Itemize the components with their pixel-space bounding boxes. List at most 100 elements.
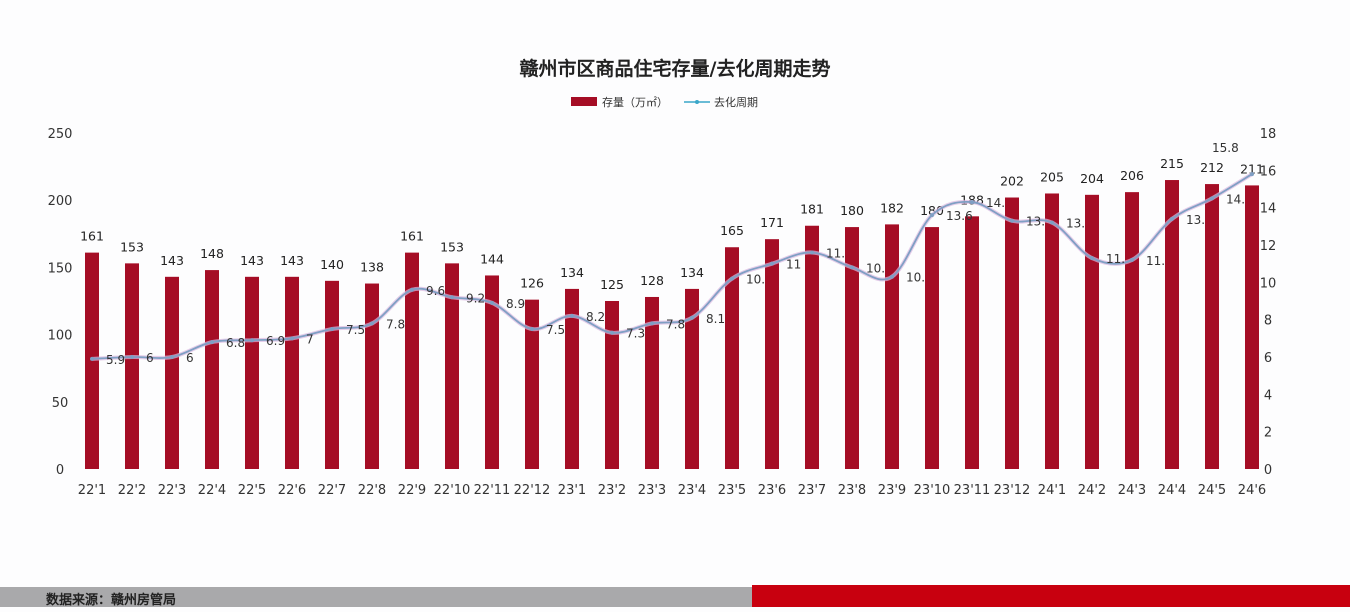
bar [525,299,539,469]
line-point [810,250,814,255]
x-axis-tick: 24'4 [1158,483,1186,498]
line-data-label: 9.6 [426,284,445,298]
bar [725,247,739,469]
bar-data-label: 128 [640,273,664,288]
legend-line-label: 去化周期 [714,95,758,109]
bar [405,252,419,469]
bar [1205,184,1219,469]
line-point [410,287,414,292]
x-axis-tick: 23'5 [718,483,746,498]
bar-data-label: 148 [200,246,224,261]
line-point [530,327,534,331]
bar-data-label: 182 [880,200,904,215]
x-axis-tick: 23'6 [758,483,786,498]
x-axis-tick: 23'8 [838,483,866,498]
left-axis-tick: 100 [48,329,73,344]
line-point [570,313,574,318]
bar [1125,192,1139,470]
x-axis-tick: 23'10 [914,483,951,498]
bar-data-label: 205 [1040,169,1064,184]
line-point [770,261,774,266]
line-point [730,276,734,281]
line-point [130,355,134,359]
x-axis-tick: 23'7 [798,483,826,498]
x-axis-tick: 23'12 [994,483,1031,498]
right-axis-tick: 4 [1264,388,1272,403]
bar-data-label: 161 [400,229,424,244]
line-data-label: 7.5 [546,323,565,337]
x-axis-tick: 22'11 [474,483,511,498]
bar [205,270,219,469]
x-axis-tick: 23'9 [878,483,906,498]
line-point [290,336,294,341]
right-axis-tick: 8 [1264,314,1272,329]
bar [925,227,939,469]
left-axis-tick: 0 [56,463,64,478]
bar [965,216,979,469]
right-axis-tick: 14 [1260,202,1277,217]
line-data-label: 14. [986,196,1005,210]
line-data-label: 8.2 [586,310,605,324]
x-axis-tick: 22'7 [318,483,346,498]
line-point [1010,218,1014,223]
bar-data-label: 134 [680,265,704,280]
line-data-label: 10. [746,273,765,287]
line-point [490,300,494,305]
bar-data-label: 134 [560,265,584,280]
x-axis-tick: 24'3 [1118,483,1146,498]
bar [605,301,619,469]
x-axis-tick: 23'4 [678,483,706,498]
bar [645,296,659,469]
bar-data-label: 125 [600,277,624,292]
line-point [850,265,854,270]
x-axis-tick: 22'8 [358,483,386,498]
bar [1005,197,1019,469]
bar-data-label: 212 [1200,160,1224,175]
line-point [1090,256,1094,261]
x-axis-tick: 22'9 [398,483,426,498]
line-data-label: 7 [306,332,314,346]
line-point [210,340,214,345]
line-data-label: 13. [1066,217,1085,231]
line-data-label: 9.2 [466,291,485,305]
bar [325,280,339,469]
line-data-label: 13.6 [946,209,973,223]
bar [165,276,179,469]
x-axis-tick: 22'1 [78,483,106,498]
bar [1045,193,1059,470]
x-axis-tick: 23'1 [558,483,586,498]
bar-data-label: 204 [1080,171,1104,186]
bar-data-label: 161 [80,229,104,244]
data-source: 数据来源：赣州房管局 [46,593,177,608]
x-axis-tick: 22'4 [198,483,226,498]
legend: 存量（万㎡） 去化周期 [571,95,758,109]
x-axis-tick: 22'10 [434,483,471,498]
right-axis-tick: 16 [1260,164,1277,179]
left-axis-tick: 250 [48,127,73,142]
line-data-label: 11. [826,246,845,260]
x-axis-tick: 22'3 [158,483,186,498]
bar [845,227,859,469]
line-data-label: 8.1 [706,312,725,326]
bar-data-label: 206 [1120,168,1144,183]
chart-title: 赣州市区商品住宅存量/去化周期走势 [520,57,831,80]
line-point [1250,172,1254,177]
bar-data-label: 143 [280,253,304,268]
bar [685,288,699,469]
bar-data-label: 181 [800,202,824,217]
bar [565,288,579,469]
line-point [370,321,374,326]
x-axis-tick: 23'3 [638,483,666,498]
bar [1245,185,1259,469]
line-data-label: 6 [186,351,194,365]
line-point [890,274,894,279]
line-data-label: 6.8 [226,336,245,350]
line-point [970,200,974,205]
bar [285,276,299,469]
line-point [690,315,694,320]
x-axis-tick: 22'5 [238,483,266,498]
bar [245,276,259,469]
bar [885,224,899,469]
line-point [930,213,934,218]
bar-data-label: 140 [320,257,344,272]
